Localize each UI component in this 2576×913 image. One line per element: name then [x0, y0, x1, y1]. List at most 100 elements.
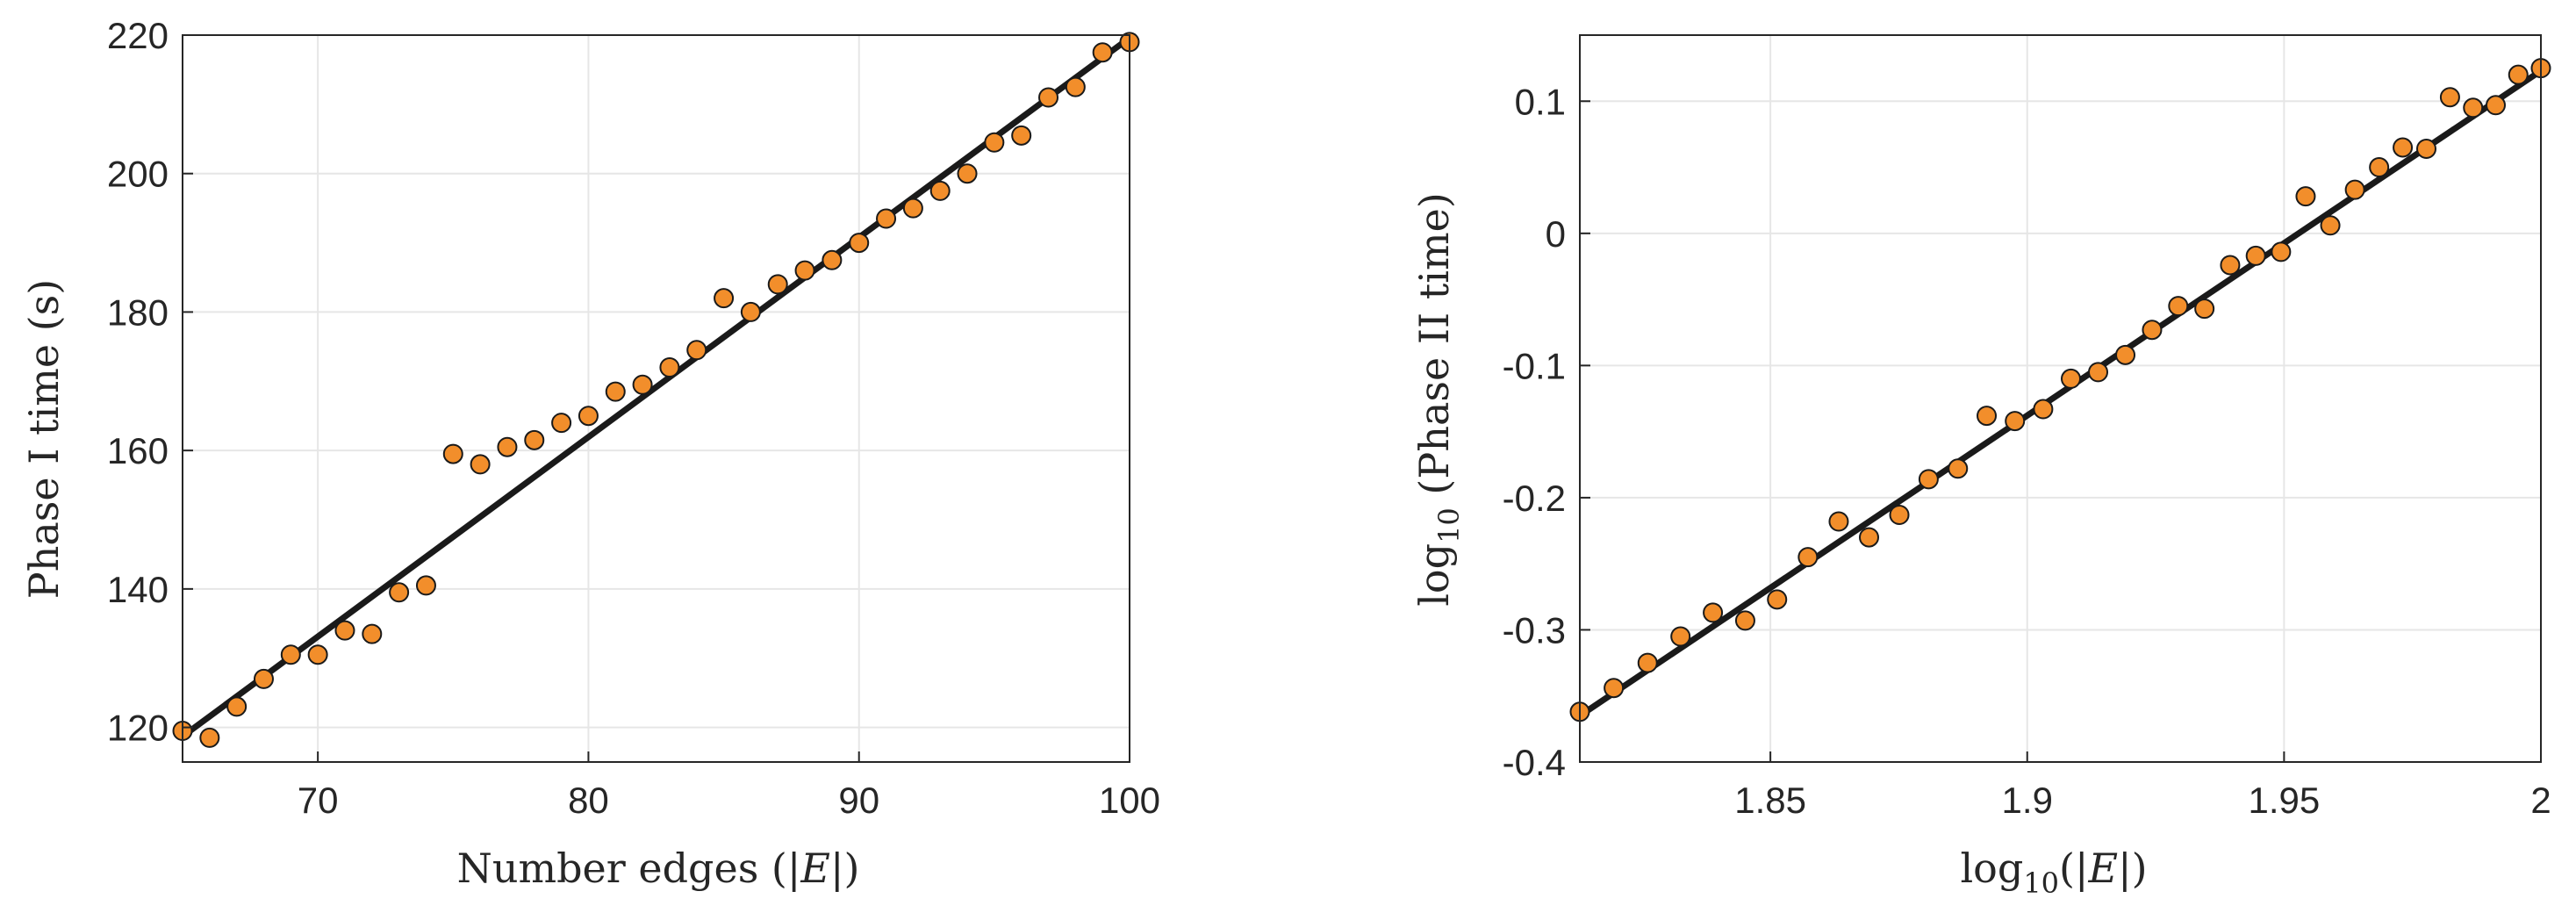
data-point: [2033, 399, 2054, 420]
data-point: [1948, 458, 1969, 479]
data-point: [415, 575, 436, 596]
data-point: [2220, 255, 2241, 276]
data-point: [2369, 157, 2390, 178]
data-point: [876, 208, 897, 229]
y-tick-label: 0.1: [1515, 81, 1566, 122]
y-tick-label: 180: [107, 291, 169, 333]
data-point: [2142, 320, 2163, 341]
data-point: [1011, 125, 1032, 146]
data-point: [1038, 87, 1059, 108]
tick-marks: [1580, 100, 2542, 763]
data-point: [389, 582, 410, 603]
data-point: [1918, 469, 1939, 490]
x-tick-label: 90: [838, 780, 879, 821]
data-point: [2508, 64, 2529, 85]
y-tick-label: -0.3: [1503, 609, 1566, 651]
data-point: [524, 429, 545, 450]
data-point: [1604, 678, 1625, 699]
data-point: [605, 381, 626, 402]
data-point: [849, 233, 870, 254]
data-point: [2005, 411, 2026, 432]
data-point: [2439, 87, 2460, 108]
data-point: [902, 198, 923, 219]
data-point: [929, 180, 951, 201]
data-point: [2320, 215, 2341, 236]
axes-box: [1579, 34, 2542, 763]
data-point: [794, 260, 815, 281]
data-point: [714, 288, 735, 309]
data-point: [2271, 241, 2292, 262]
data-point: [2115, 344, 2136, 365]
data-point: [1797, 547, 1819, 568]
y-axis-label: log10 (Phase II time): [1410, 192, 1466, 607]
x-tick-label: 1.85: [1734, 780, 1806, 821]
x-tick-label: 2: [2530, 780, 2551, 821]
y-tick-label: 140: [107, 569, 169, 610]
fit-line-group: [1578, 68, 2543, 719]
y-tick-label: -0.4: [1503, 742, 1566, 783]
data-point: [2295, 186, 2316, 207]
fit-line: [180, 35, 1132, 739]
data-point: [2344, 179, 2365, 200]
data-point: [767, 274, 788, 295]
tick-marks: [183, 34, 1130, 762]
data-point: [2415, 138, 2436, 159]
data-point: [2168, 296, 2189, 317]
fit-line: [1578, 68, 2543, 719]
data-point: [984, 132, 1005, 153]
data-point: [957, 163, 978, 184]
x-tick-label: 100: [1099, 780, 1160, 821]
data-point: [1858, 527, 1879, 548]
y-axis-label: Phase I time (s): [20, 279, 68, 599]
data-point: [2194, 298, 2215, 320]
y-tick-label: 120: [107, 708, 169, 749]
x-tick-label: 1.95: [2249, 780, 2321, 821]
data-point: [578, 406, 599, 427]
data-point: [1734, 610, 1755, 631]
data-point: [442, 443, 463, 464]
data-point: [470, 454, 491, 475]
data-point: [1092, 42, 1113, 63]
data-points: [1569, 58, 2551, 722]
data-point: [2485, 95, 2506, 116]
plot-phase2: 1.85 1.9 1.95 2 -0.4 -0.3 -0.2 -0.1 0 0.1 log10(…: [1410, 34, 2551, 900]
y-tick-labels: -0.4 -0.3 -0.2 -0.1 0 0.1: [1503, 81, 1566, 783]
data-point: [1703, 602, 1724, 623]
data-point: [1670, 626, 1691, 647]
data-point: [2088, 362, 2109, 383]
y-tick-label: 0: [1546, 213, 1566, 255]
y-tick-label: 220: [107, 15, 169, 56]
data-point: [497, 436, 518, 457]
y-tick-label: 160: [107, 430, 169, 471]
data-point: [659, 357, 680, 378]
axes-box: [182, 34, 1130, 763]
fit-line-group: [180, 35, 1132, 739]
data-point: [226, 696, 248, 717]
data-point: [1767, 589, 1788, 610]
data-point: [2393, 137, 2414, 158]
data-point: [199, 727, 220, 748]
data-point: [551, 413, 572, 434]
data-point: [2060, 368, 2081, 389]
x-tick-label: 1.9: [2002, 780, 2053, 821]
data-point: [1889, 504, 1910, 525]
data-point: [740, 301, 761, 322]
x-tick-labels: 1.85 1.9 1.95 2: [1734, 780, 2551, 821]
data-point: [334, 620, 355, 641]
data-point: [1977, 406, 1998, 427]
data-point: [1065, 76, 1086, 97]
data-point: [253, 668, 274, 689]
data-point: [1828, 511, 1849, 532]
data-point: [2245, 245, 2266, 266]
x-tick-label: 70: [298, 780, 339, 821]
data-point: [2463, 97, 2484, 119]
x-tick-label: 80: [568, 780, 609, 821]
y-tick-label: -0.1: [1503, 345, 1566, 386]
y-tick-labels: 120 140 160 180 200 220: [107, 15, 169, 749]
x-axis-label: log10(|E|): [1960, 845, 2147, 900]
y-tick-label: 200: [107, 154, 169, 195]
x-axis-label: Number edges (|E|): [457, 845, 860, 892]
data-point: [1637, 652, 1658, 673]
data-point: [280, 644, 301, 665]
